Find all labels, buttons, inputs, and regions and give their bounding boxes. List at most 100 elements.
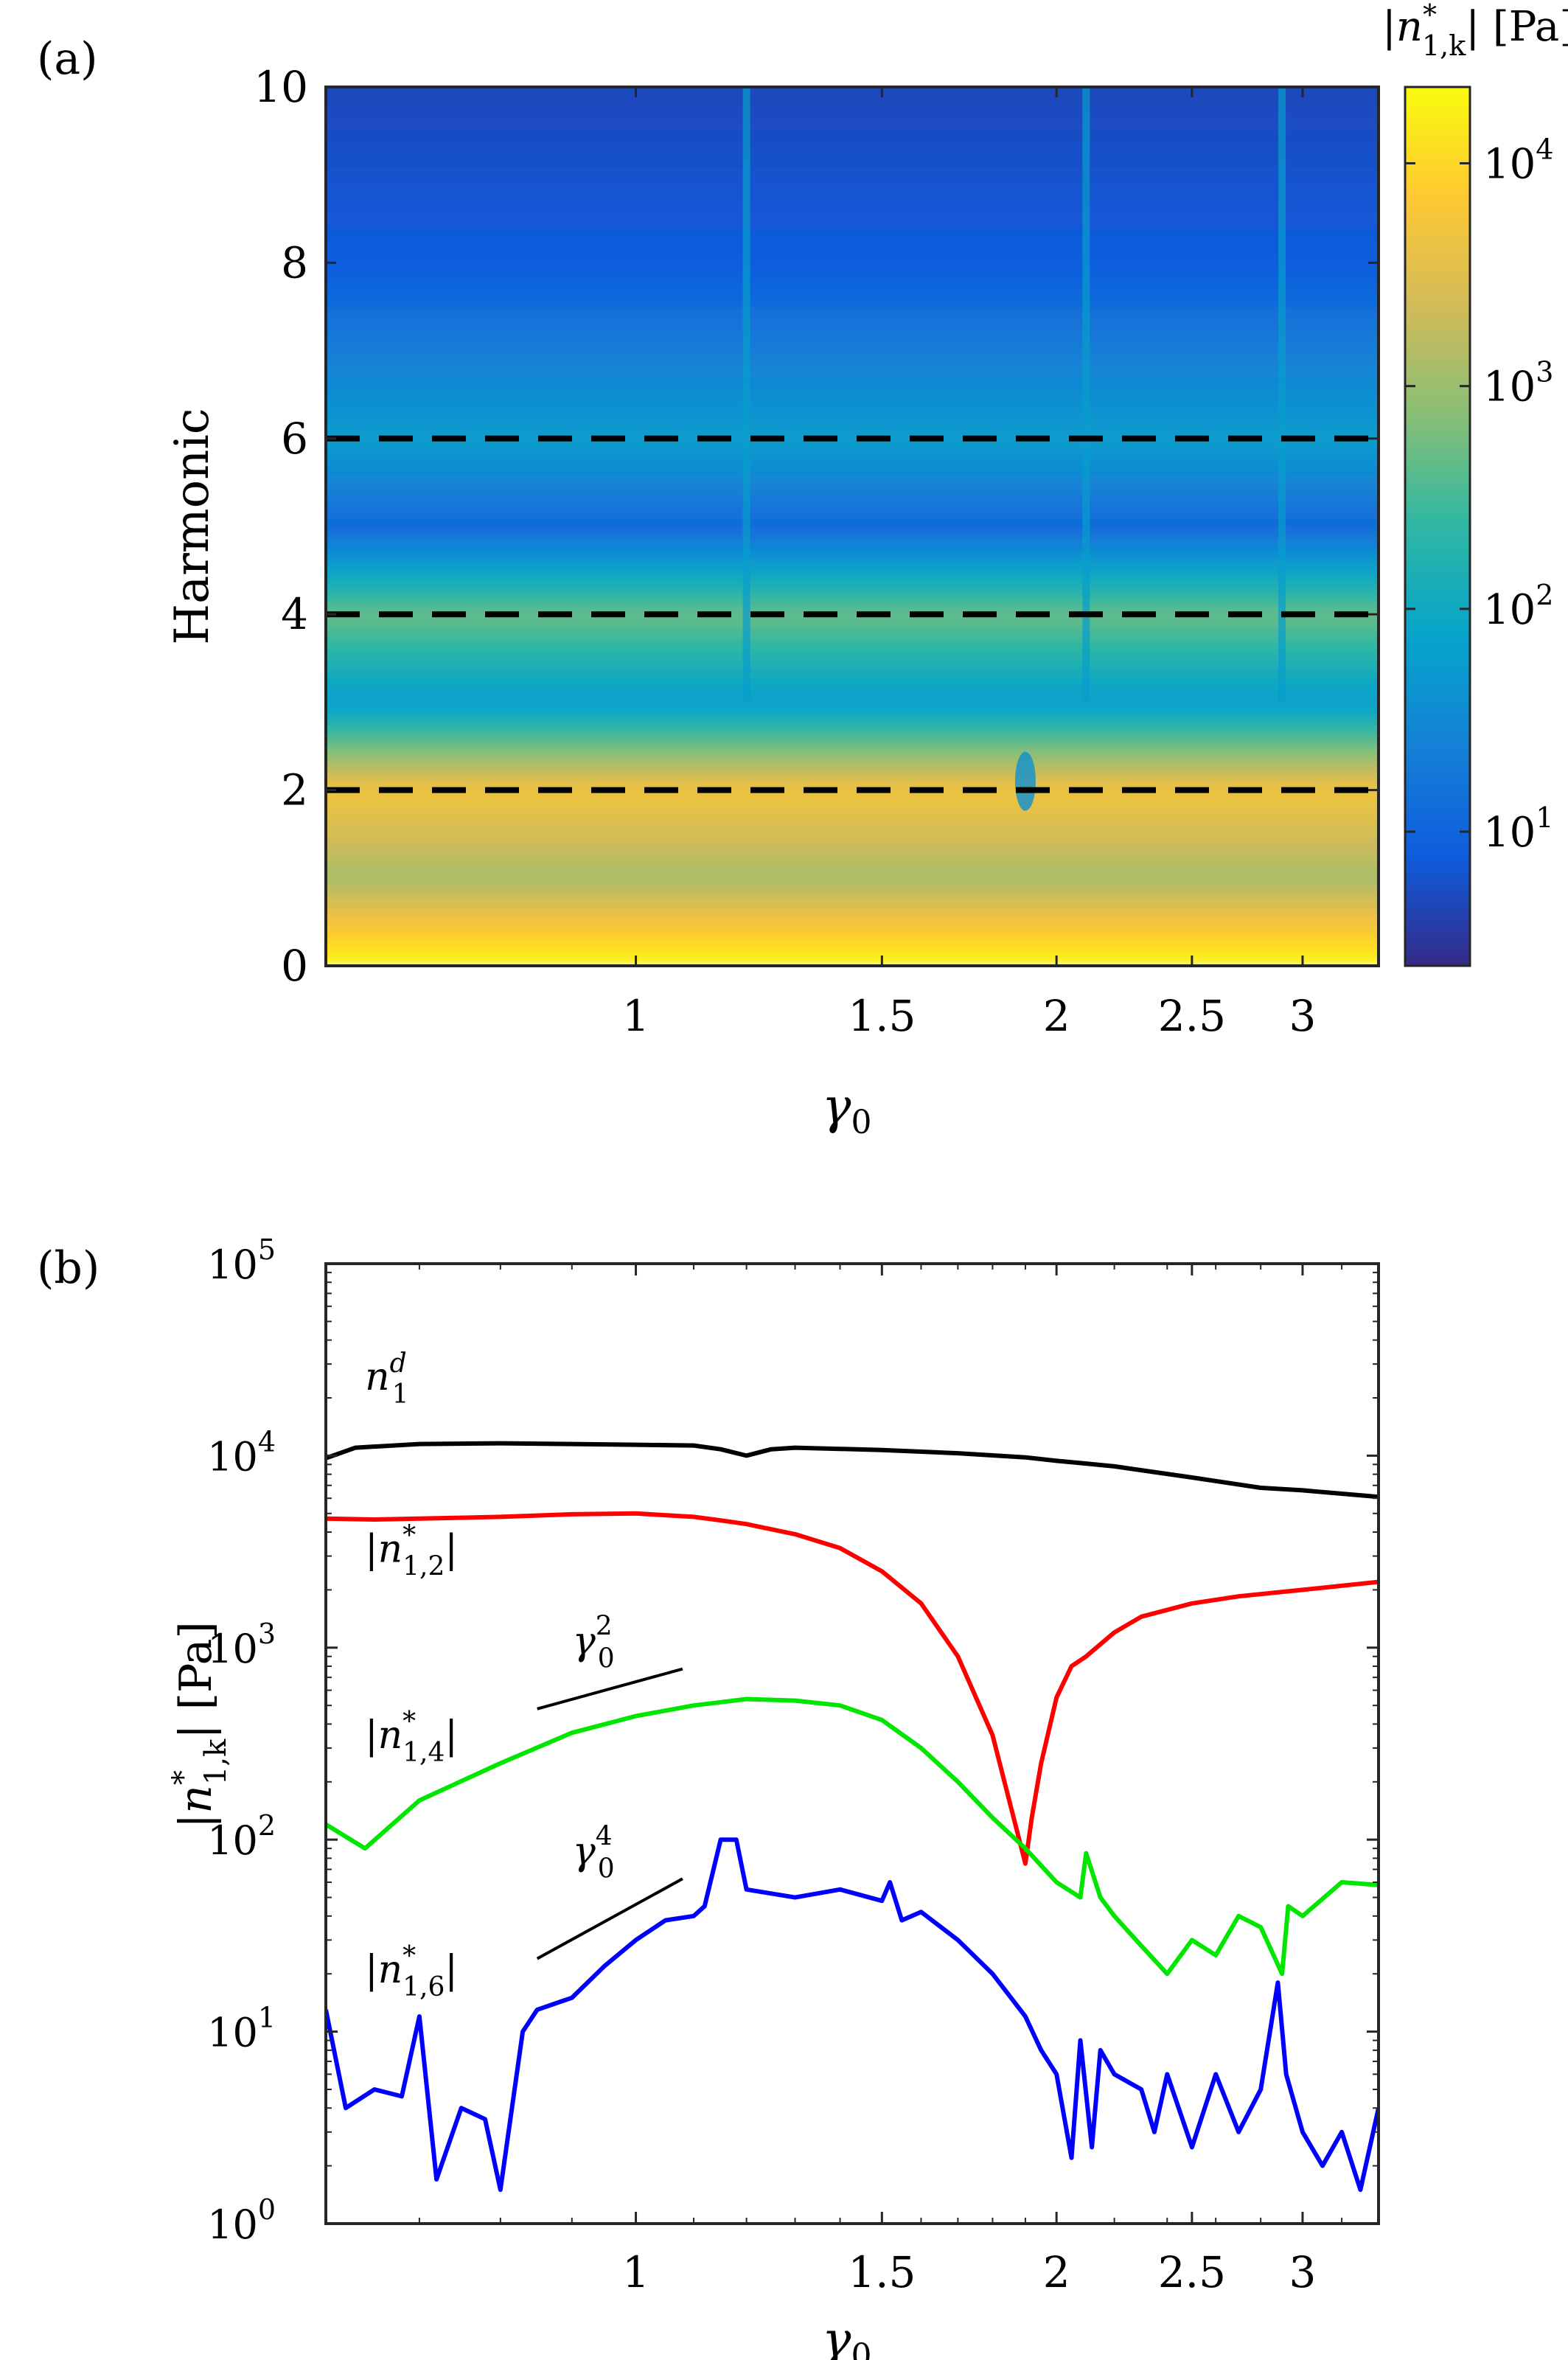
- heatmap-cell: [326, 279, 1379, 290]
- y-tick-label-b: 104: [207, 1425, 276, 1480]
- heatmap-cell: [326, 121, 1379, 132]
- colorbar-tick-label: 103: [1483, 356, 1553, 411]
- heatmap-cell: [326, 807, 1379, 818]
- heatmap-cell: [326, 683, 1379, 695]
- heatmap-cell: [326, 534, 1379, 545]
- plot-b-annotations: γ2 0γ4 0: [536, 1612, 683, 1960]
- heatmap-cell: [326, 587, 1379, 598]
- y-tick-label-a: 10: [254, 62, 308, 112]
- series-line-n1,4: [326, 1696, 1379, 1977]
- series-line-n1,2: [326, 1511, 1379, 1866]
- plot-b-xlabel-sub: 0: [851, 2337, 871, 2360]
- y-tick-label-b: 100: [207, 2193, 276, 2248]
- heatmap-cell: [326, 728, 1379, 739]
- slope-label-sub: 0: [598, 1853, 615, 1884]
- heatmap-cell: [326, 877, 1379, 888]
- heatmap-cell: [326, 314, 1379, 325]
- heatmap-cell: [326, 912, 1379, 923]
- heatmap-cell: [326, 613, 1379, 624]
- heatmap-cell: [326, 94, 1379, 105]
- colorbar: 101 102 103 104 |n* 1,k| [Pa]: [1382, 0, 1568, 967]
- colorbar-tick-exponent: 4: [1536, 133, 1553, 165]
- heatmap-cell: [326, 851, 1379, 861]
- heatmap-cell: [326, 824, 1379, 835]
- heatmap-cell: [326, 367, 1379, 378]
- y-tick-exponent-b: 1: [258, 2002, 276, 2034]
- heatmap-cell: [326, 147, 1379, 159]
- heatmap-cell: [326, 130, 1379, 141]
- heatmap-spike: [1278, 87, 1286, 703]
- heatmap-cell: [326, 692, 1379, 703]
- series-label-bar: |: [445, 1527, 458, 1571]
- heatmap-cell: [326, 569, 1379, 580]
- heatmap-cell: [326, 921, 1379, 932]
- series-label-sup: *: [403, 1520, 416, 1550]
- y-tick-label-a: 4: [281, 589, 308, 639]
- y-tick-label-a: 0: [281, 941, 308, 991]
- plot-a-ylabel: Harmonic: [165, 408, 220, 644]
- heatmap-cell: [326, 481, 1379, 492]
- heatmap-cell: [326, 885, 1379, 897]
- slope-label-sup: 2: [596, 1612, 613, 1642]
- harmonic-dashed-lines: [326, 435, 1379, 793]
- heatmap-cell: [326, 780, 1379, 791]
- heatmap-cell: [326, 306, 1379, 316]
- heatmap-cell: [326, 165, 1379, 176]
- series-label-bar: |: [445, 1713, 458, 1758]
- slope-label-4: γ4 0: [573, 1821, 615, 1884]
- heatmap-cell: [326, 710, 1379, 721]
- heatmap-cell: [326, 868, 1379, 879]
- heatmap-cell: [326, 455, 1379, 466]
- heatmap-cell: [326, 762, 1379, 773]
- x-tick-label-b: 3: [1289, 2247, 1317, 2297]
- heatmap-cell: [326, 174, 1379, 185]
- y-tick-exponent-b: 0: [258, 2193, 276, 2226]
- x-tick-label-a: 2.5: [1158, 991, 1226, 1041]
- heatmap-cell: [326, 473, 1379, 484]
- heatmap-cell: [326, 622, 1379, 633]
- heatmap-cell: [326, 271, 1379, 282]
- heatmap-cell: [326, 288, 1379, 299]
- heatmap-cell: [326, 253, 1379, 264]
- heatmap-cell: [326, 815, 1379, 826]
- y-tick-label-a: 2: [281, 765, 308, 815]
- plot-b-background: [326, 1264, 1379, 2224]
- x-tick-label-a: 1.5: [848, 991, 916, 1041]
- heatmap-bands: [326, 87, 1379, 966]
- colorbar-tick-label: 101: [1483, 801, 1553, 857]
- plot-b-frame: [324, 1262, 1380, 2225]
- series-label-sup: d: [390, 1348, 407, 1379]
- heatmap-cell: [326, 244, 1379, 255]
- heatmap-spike: [1082, 87, 1090, 703]
- panel-a-label: (a): [37, 33, 98, 85]
- colorbar-gradient: [1404, 86, 1471, 967]
- heatmap-cell: [326, 183, 1379, 194]
- heatmap-cell: [326, 578, 1379, 589]
- heatmap-cell: [326, 139, 1379, 150]
- heatmap-cell: [326, 648, 1379, 659]
- plot-a-xlabel: γ0: [822, 1078, 871, 1141]
- heatmap-cell: [326, 385, 1379, 396]
- colorbar-tick-label: 102: [1483, 579, 1553, 634]
- heatmap-cell: [326, 894, 1379, 905]
- heatmap-cell: [326, 192, 1379, 202]
- heatmap-cell: [326, 341, 1379, 352]
- x-tick-label-a: 3: [1289, 991, 1317, 1041]
- heatmap-cell: [326, 745, 1379, 756]
- heatmap-cell: [326, 596, 1379, 607]
- x-tick-label-a: 1: [622, 991, 649, 1041]
- heatmap-cell: [326, 798, 1379, 809]
- heatmap-cell: [326, 217, 1379, 229]
- heatmap-cell: [326, 719, 1379, 730]
- heatmap-cell: [326, 859, 1379, 870]
- heatmap-cell: [326, 508, 1379, 519]
- plot-a-xlabel-sub: 0: [851, 1104, 871, 1141]
- y-tick-label-b: 101: [207, 2002, 276, 2056]
- series-label-sup: *: [403, 1941, 416, 1971]
- x-tick-label-b: 2: [1043, 2247, 1070, 2297]
- heatmap-cell: [326, 87, 1379, 97]
- y-tick-exponent-b: 4: [258, 1425, 276, 1458]
- heatmap-dip: [1014, 751, 1036, 811]
